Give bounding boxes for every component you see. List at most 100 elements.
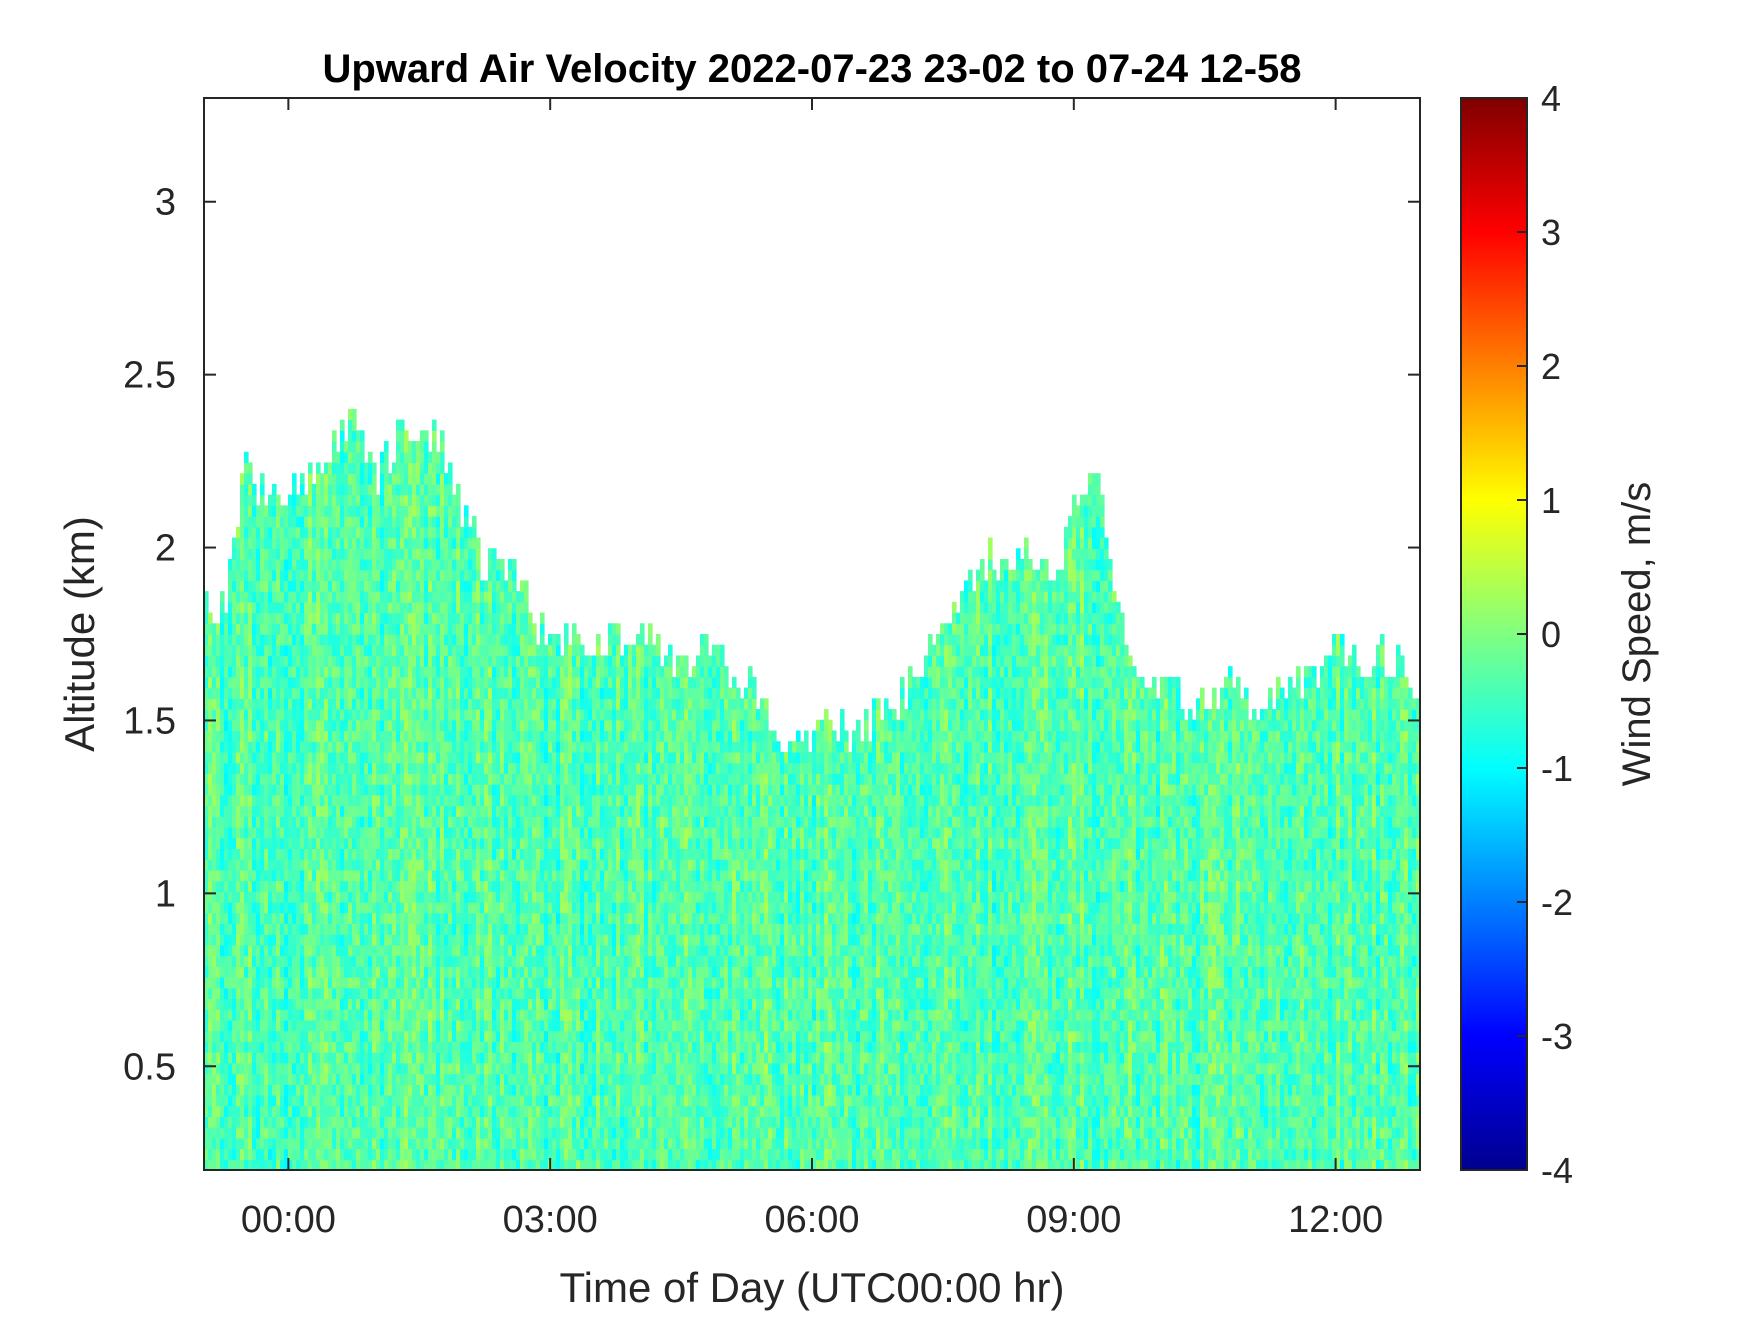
heatmap-cell bbox=[320, 805, 325, 817]
heatmap-cell bbox=[420, 977, 425, 989]
heatmap-cell bbox=[384, 773, 389, 785]
heatmap-cell bbox=[440, 441, 445, 453]
heatmap-cell bbox=[400, 634, 405, 646]
heatmap-cell bbox=[500, 912, 505, 925]
heatmap-cell bbox=[456, 837, 461, 849]
heatmap-cell bbox=[212, 848, 217, 860]
heatmap-cell bbox=[288, 601, 293, 614]
heatmap-cell bbox=[316, 977, 321, 989]
heatmap-cell bbox=[396, 719, 401, 732]
heatmap-cell bbox=[456, 537, 461, 549]
heatmap-cell bbox=[440, 955, 445, 967]
heatmap-cell bbox=[464, 891, 469, 903]
heatmap-cell bbox=[464, 880, 469, 892]
heatmap-cell bbox=[444, 580, 449, 592]
heatmap-cell bbox=[440, 784, 445, 796]
heatmap-cell bbox=[400, 483, 405, 496]
heatmap-cell bbox=[264, 805, 269, 817]
heatmap-cell bbox=[408, 816, 413, 828]
heatmap-cell bbox=[444, 944, 449, 957]
heatmap-cell bbox=[432, 730, 437, 742]
heatmap-cell bbox=[472, 569, 477, 581]
heatmap-cell bbox=[436, 1159, 441, 1170]
heatmap-cell bbox=[472, 558, 477, 571]
heatmap-cell bbox=[364, 1041, 369, 1053]
heatmap-cell bbox=[260, 902, 265, 914]
heatmap-cell bbox=[336, 1052, 341, 1064]
heatmap-cell bbox=[400, 1094, 405, 1107]
heatmap-cell bbox=[420, 934, 425, 946]
heatmap-cell bbox=[416, 441, 421, 453]
heatmap-cell bbox=[356, 891, 361, 903]
heatmap-cell bbox=[404, 612, 409, 624]
heatmap-cell bbox=[332, 441, 337, 453]
heatmap-cell bbox=[464, 698, 469, 710]
heatmap-cell bbox=[424, 634, 429, 646]
heatmap-cell bbox=[236, 1073, 241, 1085]
heatmap-cell bbox=[268, 794, 273, 807]
heatmap-cell bbox=[208, 1127, 213, 1139]
heatmap-cell bbox=[244, 955, 249, 967]
heatmap-cell bbox=[476, 601, 481, 614]
heatmap-cell bbox=[228, 751, 233, 764]
heatmap-cell bbox=[400, 1073, 405, 1085]
heatmap-cell bbox=[324, 944, 329, 957]
heatmap-cell bbox=[308, 1094, 313, 1107]
heatmap-cell bbox=[416, 698, 421, 710]
heatmap-cell bbox=[348, 1052, 353, 1064]
heatmap-cell bbox=[500, 698, 505, 710]
heatmap-cell bbox=[380, 666, 385, 678]
heatmap-cell bbox=[500, 1094, 505, 1107]
heatmap-cell bbox=[228, 623, 233, 635]
heatmap-cell bbox=[344, 473, 349, 485]
heatmap-cell bbox=[380, 548, 385, 560]
heatmap-cell bbox=[488, 880, 493, 892]
heatmap-cell bbox=[400, 923, 405, 935]
heatmap-cell bbox=[304, 719, 309, 732]
heatmap-cell bbox=[312, 644, 317, 657]
heatmap-cell bbox=[408, 516, 413, 528]
heatmap-cell bbox=[216, 1148, 221, 1160]
heatmap-cell bbox=[492, 891, 497, 903]
heatmap-cell bbox=[388, 709, 393, 721]
heatmap-cell bbox=[292, 784, 297, 796]
heatmap-cell bbox=[508, 751, 513, 764]
heatmap-cell bbox=[208, 773, 213, 785]
heatmap-cell bbox=[228, 1052, 233, 1064]
heatmap-cell bbox=[308, 1105, 313, 1117]
heatmap-cell bbox=[360, 462, 365, 474]
heatmap-cell bbox=[284, 1159, 289, 1170]
heatmap-cell bbox=[484, 816, 489, 828]
heatmap-cell bbox=[416, 923, 421, 935]
heatmap-cell bbox=[360, 666, 365, 678]
heatmap-cell bbox=[260, 880, 265, 892]
heatmap-cell bbox=[456, 1062, 461, 1075]
heatmap-cell bbox=[488, 666, 493, 678]
heatmap-cell bbox=[468, 1041, 473, 1053]
heatmap-cell bbox=[416, 591, 421, 603]
heatmap-cell bbox=[380, 709, 385, 721]
heatmap-cell bbox=[300, 859, 305, 871]
heatmap-cell bbox=[476, 1159, 481, 1170]
heatmap-cell bbox=[312, 569, 317, 581]
heatmap-cell bbox=[244, 591, 249, 603]
heatmap-cell bbox=[448, 1159, 453, 1170]
heatmap-cell bbox=[412, 977, 417, 989]
heatmap-cell bbox=[332, 902, 337, 914]
heatmap-cell bbox=[344, 655, 349, 667]
heatmap-cell bbox=[360, 676, 365, 689]
heatmap-cell bbox=[348, 408, 353, 421]
heatmap-cell bbox=[244, 784, 249, 796]
heatmap-cell bbox=[440, 869, 445, 882]
heatmap-cell bbox=[236, 891, 241, 903]
heatmap-cell bbox=[448, 1073, 453, 1085]
heatmap-cell bbox=[276, 880, 281, 892]
heatmap-cell bbox=[352, 1019, 357, 1032]
heatmap-cell bbox=[400, 934, 405, 946]
heatmap-cell bbox=[400, 709, 405, 721]
heatmap-cell bbox=[344, 891, 349, 903]
heatmap-cell bbox=[468, 848, 473, 860]
heatmap-cell bbox=[376, 569, 381, 581]
heatmap-cell bbox=[428, 537, 433, 549]
heatmap-cell bbox=[240, 591, 245, 603]
